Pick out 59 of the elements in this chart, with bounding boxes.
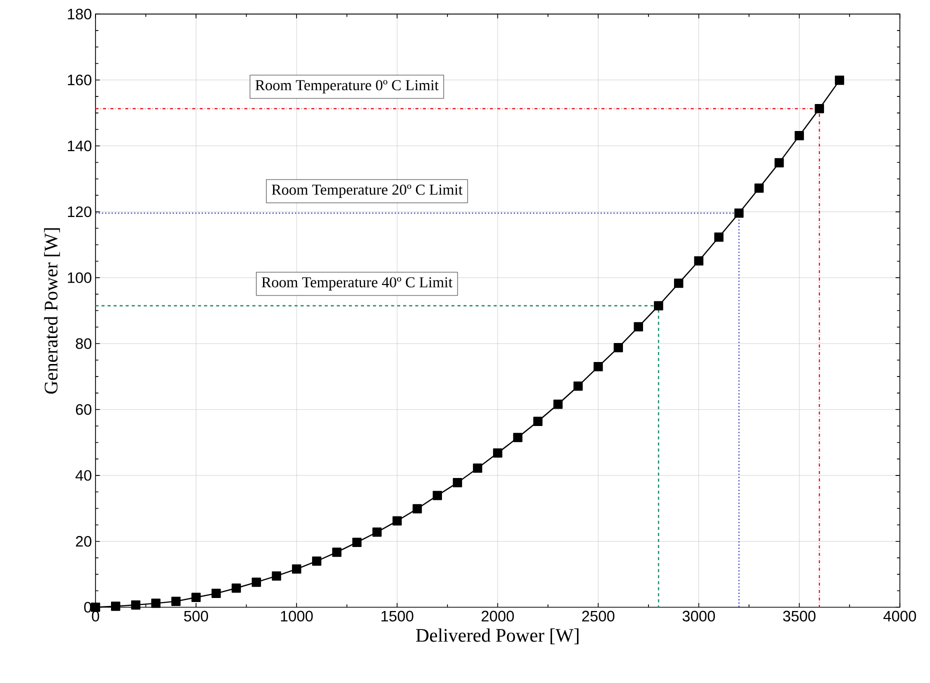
point xyxy=(352,538,362,548)
point xyxy=(111,602,120,612)
y-axis-title: Generated Power [W] xyxy=(44,228,60,394)
y-tick-label: 20 xyxy=(76,536,92,547)
x-tick-label: 2000 xyxy=(482,610,514,622)
x-axis-title: Delivered Power [W] xyxy=(416,628,578,644)
point xyxy=(191,592,201,602)
y-tick-label: 100 xyxy=(68,272,92,284)
point xyxy=(774,158,784,168)
point xyxy=(131,600,140,610)
point xyxy=(232,584,241,593)
point xyxy=(674,278,684,288)
point xyxy=(432,491,442,500)
point xyxy=(212,588,221,598)
y-tick-label: 120 xyxy=(68,206,92,218)
y-tick-label: 160 xyxy=(68,74,92,86)
point xyxy=(332,548,342,558)
point xyxy=(614,343,623,352)
point xyxy=(794,131,804,140)
x-tick-label: 2500 xyxy=(582,610,614,622)
y-tick-label: 140 xyxy=(68,140,92,152)
point xyxy=(734,208,744,218)
point xyxy=(594,362,603,372)
point xyxy=(372,528,382,537)
point xyxy=(493,448,502,458)
point xyxy=(814,104,824,114)
annotation: Room Temperature 0º C Limit xyxy=(255,80,439,94)
point xyxy=(452,478,462,488)
x-tick-label: 4000 xyxy=(883,610,916,622)
point xyxy=(292,564,302,574)
point xyxy=(312,556,322,566)
point xyxy=(834,76,844,86)
point xyxy=(634,322,644,332)
point xyxy=(513,433,522,442)
y-tick-label: 180 xyxy=(68,8,92,20)
point xyxy=(533,416,543,426)
point xyxy=(573,382,583,391)
x-tick-label: 500 xyxy=(184,610,208,622)
point xyxy=(412,504,422,514)
point xyxy=(714,232,724,242)
point xyxy=(553,400,563,410)
y-tick-label: 80 xyxy=(76,338,92,350)
point xyxy=(252,578,262,588)
x-tick-label: 1500 xyxy=(382,610,414,622)
point xyxy=(472,464,482,473)
point xyxy=(654,301,664,311)
x-tick-label: 3500 xyxy=(783,610,816,622)
point xyxy=(694,256,704,266)
point xyxy=(272,571,282,581)
point xyxy=(392,516,402,526)
annotation: Room Temperature 20º C Limit xyxy=(272,184,463,198)
point xyxy=(151,598,160,608)
point xyxy=(171,596,181,606)
x-tick-label: 1000 xyxy=(280,610,313,622)
point xyxy=(754,184,764,193)
y-tick-label: 40 xyxy=(76,470,92,481)
annotation: Room Temperature 40º C Limit xyxy=(262,277,452,291)
x-tick-label: 3000 xyxy=(682,610,715,622)
y-tick-label: 60 xyxy=(76,404,92,416)
